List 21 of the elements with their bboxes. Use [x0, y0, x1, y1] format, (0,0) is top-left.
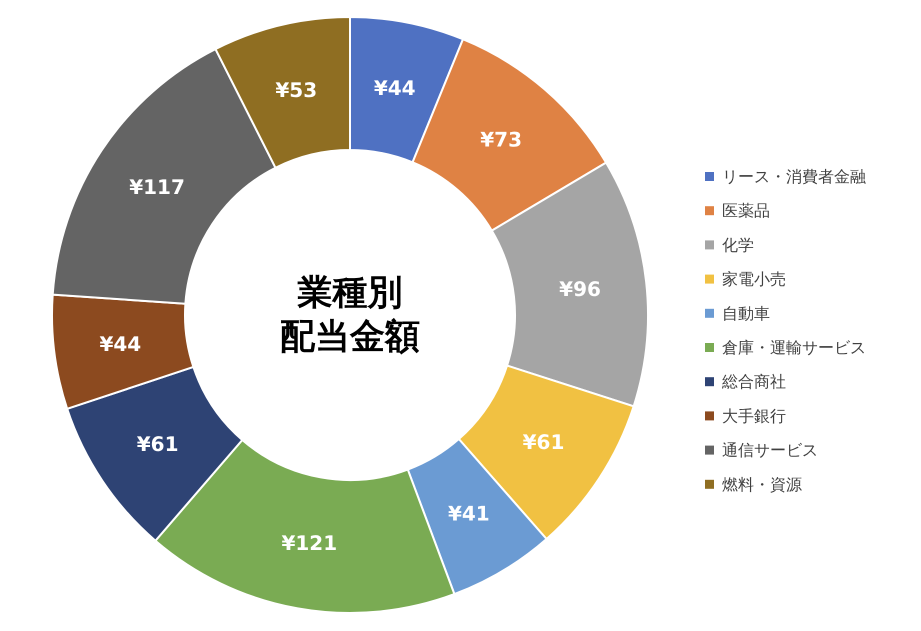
data-label: ¥44 — [99, 332, 142, 356]
legend-label: 化学 — [722, 235, 754, 254]
data-label: ¥73 — [480, 128, 522, 152]
text: 業種別配当金額 — [280, 272, 421, 359]
data-label: ¥61 — [136, 432, 178, 456]
legend-label: 通信サービス — [722, 440, 818, 460]
legend-label: 倉庫・運輸サービス — [722, 338, 866, 357]
legend-label: リース・消費者金融 — [722, 167, 866, 186]
data-label: ¥41 — [448, 502, 490, 526]
legend-label: 家電小売 — [722, 270, 786, 289]
legend-label: 燃料・資源 — [722, 474, 802, 494]
legend-label: 自動車 — [722, 304, 770, 323]
legend-label: 医薬品 — [722, 201, 770, 220]
legend-label: 大手銀行 — [722, 406, 786, 426]
data-label: ¥61 — [522, 430, 564, 454]
data-label: ¥53 — [275, 78, 318, 102]
data-label: ¥44 — [374, 76, 416, 100]
data-label: ¥96 — [559, 276, 601, 301]
data-label: ¥117 — [129, 175, 185, 200]
legend-label: 総合商社 — [721, 372, 786, 392]
data-label: ¥121 — [281, 530, 338, 555]
